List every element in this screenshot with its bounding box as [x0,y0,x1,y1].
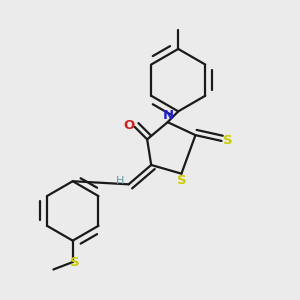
Text: S: S [70,256,80,269]
Text: H: H [116,176,124,186]
Text: S: S [223,134,233,147]
Text: O: O [123,119,134,132]
Text: N: N [163,109,174,122]
Text: S: S [177,174,187,187]
